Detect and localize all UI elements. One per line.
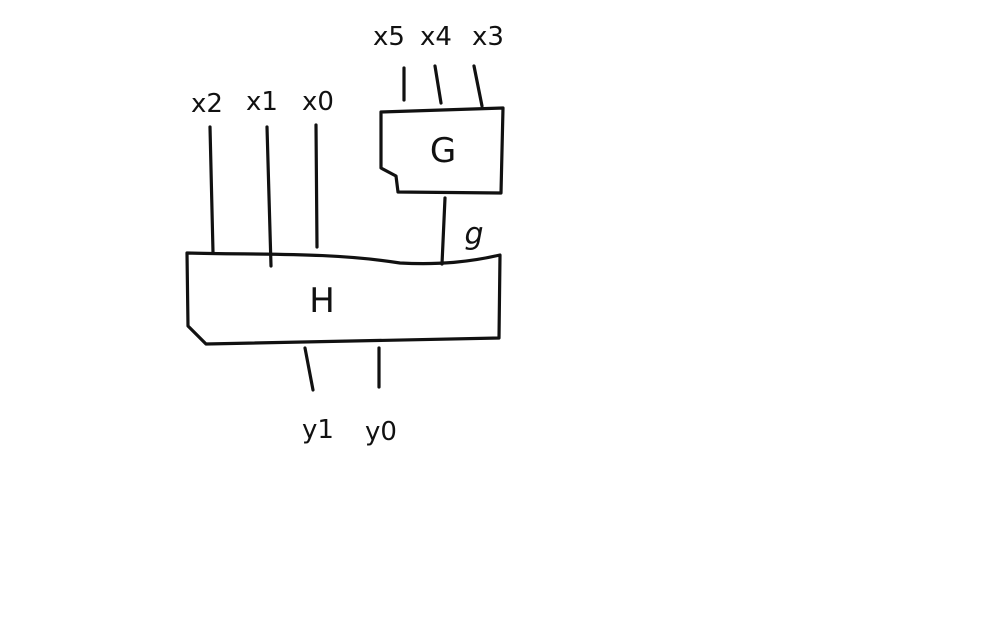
label-g-signal: g: [464, 217, 483, 252]
label-y1: y1: [302, 415, 334, 445]
wire-x3-to-g: [472, 64, 484, 108]
g-block-outline: [379, 106, 505, 195]
label-y0: y0: [365, 417, 397, 447]
wire-x4-to-g: [433, 64, 443, 105]
label-x3: x3: [472, 22, 504, 52]
wire-x0-to-h: [314, 123, 319, 249]
label-x2: x2: [191, 89, 223, 119]
g-block-label: G: [430, 131, 456, 171]
wire-g-to-h: [440, 196, 447, 266]
g-block: G: [379, 106, 505, 195]
label-x5: x5: [373, 22, 405, 52]
h-block-label: H: [309, 281, 335, 321]
wire-x2-to-h: [208, 125, 215, 254]
wire-x1-to-h: [265, 125, 273, 268]
h-block-outline: [185, 251, 502, 346]
label-x4: x4: [420, 22, 452, 52]
wire-h-to-y1: [303, 346, 315, 392]
h-block: H: [185, 251, 502, 346]
label-x1: x1: [246, 87, 278, 117]
label-x0: x0: [302, 87, 334, 117]
